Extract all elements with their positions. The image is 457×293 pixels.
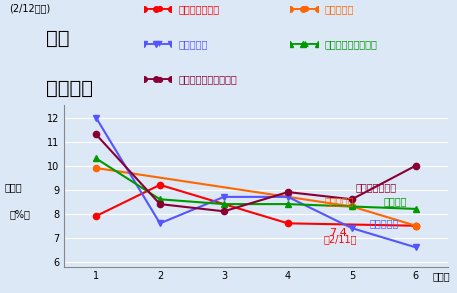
Text: —▼—: —▼— [149, 40, 172, 48]
Text: （回）: （回） [432, 271, 450, 281]
Line: ナオミとカナコ: ナオミとカナコ [93, 182, 419, 229]
医師たちの恋愛事情 [349, 205, 355, 208]
Text: オトナ女子: オトナ女子 [324, 196, 354, 206]
医師たちの恋愛事情 [157, 197, 163, 201]
ナオミとカナコ [93, 214, 99, 218]
医師たちの恋愛事情 [221, 202, 227, 206]
問題のあるレストラン [221, 209, 227, 213]
Text: 問題のあるレストラン: 問題のあるレストラン [179, 74, 238, 84]
Text: （%）: （%） [9, 209, 30, 219]
Text: 探偵の探偵: 探偵の探偵 [370, 218, 399, 228]
Line: オトナ女子: オトナ女子 [93, 165, 419, 229]
医師たちの恋愛事情 [413, 207, 419, 211]
Text: 探偵の探偵: 探偵の探偵 [179, 39, 208, 49]
Text: 医師たちの恋愛事情: 医師たちの恋愛事情 [325, 39, 378, 49]
Text: —●—: —●— [295, 4, 319, 13]
探偵の探偵 [413, 246, 419, 249]
探偵の探偵 [157, 222, 163, 225]
問題のあるレストラン [285, 190, 291, 194]
問題のあるレストラン [349, 197, 355, 201]
Text: 視聴率: 視聴率 [5, 183, 22, 193]
医師たちの恋愛事情 [285, 202, 291, 206]
Line: 医師たちの恋愛事情: 医師たちの恋愛事情 [93, 155, 419, 212]
Text: ナオミとカナコ: ナオミとカナコ [179, 4, 220, 14]
問題のあるレストラン [413, 164, 419, 167]
探偵の探偵 [349, 226, 355, 230]
Line: 問題のあるレストラン: 問題のあるレストラン [93, 131, 419, 214]
オトナ女子 [413, 224, 419, 227]
Text: 木曜劇場: 木曜劇場 [46, 79, 93, 98]
問題のあるレストラン [157, 202, 163, 206]
探偵の探偵 [221, 195, 227, 199]
Text: (2/12更新): (2/12更新) [9, 3, 50, 13]
探偵の探偵 [285, 195, 291, 199]
問題のあるレストラン [93, 133, 99, 136]
Text: —▲—: —▲— [295, 40, 318, 48]
ナオミとカナコ [413, 224, 419, 227]
ナオミとカナコ [285, 222, 291, 225]
オトナ女子 [349, 205, 355, 208]
Text: （2/11）: （2/11） [323, 234, 356, 244]
Text: オトナ女子: オトナ女子 [325, 4, 354, 14]
Text: 恋愛事情: 恋愛事情 [384, 196, 407, 206]
Line: 探偵の探偵: 探偵の探偵 [93, 114, 419, 251]
Text: 問題レストラン: 問題レストラン [355, 182, 396, 192]
Text: フジ: フジ [46, 29, 69, 48]
オトナ女子 [93, 166, 99, 170]
Text: —●—: —●— [149, 4, 173, 13]
探偵の探偵 [93, 116, 99, 119]
Text: 7.4: 7.4 [329, 228, 347, 238]
医師たちの恋愛事情 [93, 157, 99, 160]
Text: —●—: —●— [149, 75, 173, 84]
ナオミとカナコ [157, 183, 163, 187]
